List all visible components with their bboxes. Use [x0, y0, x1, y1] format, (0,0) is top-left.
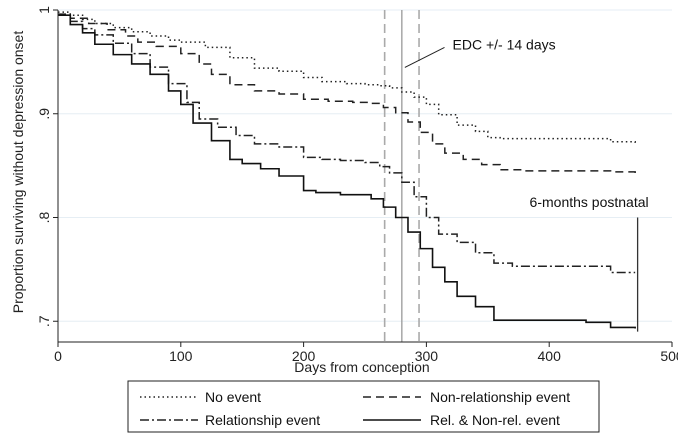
annotation-6-months: 6-months postnatal — [530, 194, 649, 210]
x-tick-label-4: 400 — [538, 348, 562, 364]
x-tick-label-0: 0 — [54, 348, 62, 364]
legend-label-non-relationship: Non-relationship event — [430, 389, 570, 405]
axis-layer: .7 .8 .9 1 0 100 200 300 400 500 — [36, 6, 678, 364]
legend-label-relationship: Relationship event — [205, 412, 320, 428]
annotation-edc-pointer — [404, 46, 445, 68]
series-no-event — [58, 11, 636, 144]
legend-label-rel-nonrel: Rel. & Non-rel. event — [430, 412, 560, 428]
y-tick-label-2: .9 — [36, 108, 52, 120]
reference-lines — [383, 10, 639, 342]
legend-label-no-event: No event — [205, 389, 261, 405]
series-layer — [58, 11, 636, 329]
x-tick-label-3: 300 — [415, 348, 439, 364]
series-rel-non-rel-event — [58, 14, 636, 329]
series-relationship-event — [58, 14, 636, 274]
legend-box — [127, 380, 600, 433]
legend: No event Non-relationship event Relation… — [127, 380, 600, 433]
grid-layer — [58, 9, 672, 322]
x-tick-label-2: 200 — [292, 348, 316, 364]
y-tick-label-1: .8 — [36, 211, 52, 223]
x-tick-label-5: 500 — [660, 348, 678, 364]
x-axis-title: Days from conception — [294, 359, 429, 375]
series-non-relationship-event — [58, 13, 636, 174]
x-tick-label-1: 100 — [169, 348, 193, 364]
y-axis-title: Proportion surviving without depression … — [10, 31, 26, 314]
y-tick-label-3: 1 — [36, 6, 52, 14]
annotation-edc: EDC +/- 14 days — [453, 36, 556, 52]
y-tick-label-0: .7 — [36, 315, 52, 327]
